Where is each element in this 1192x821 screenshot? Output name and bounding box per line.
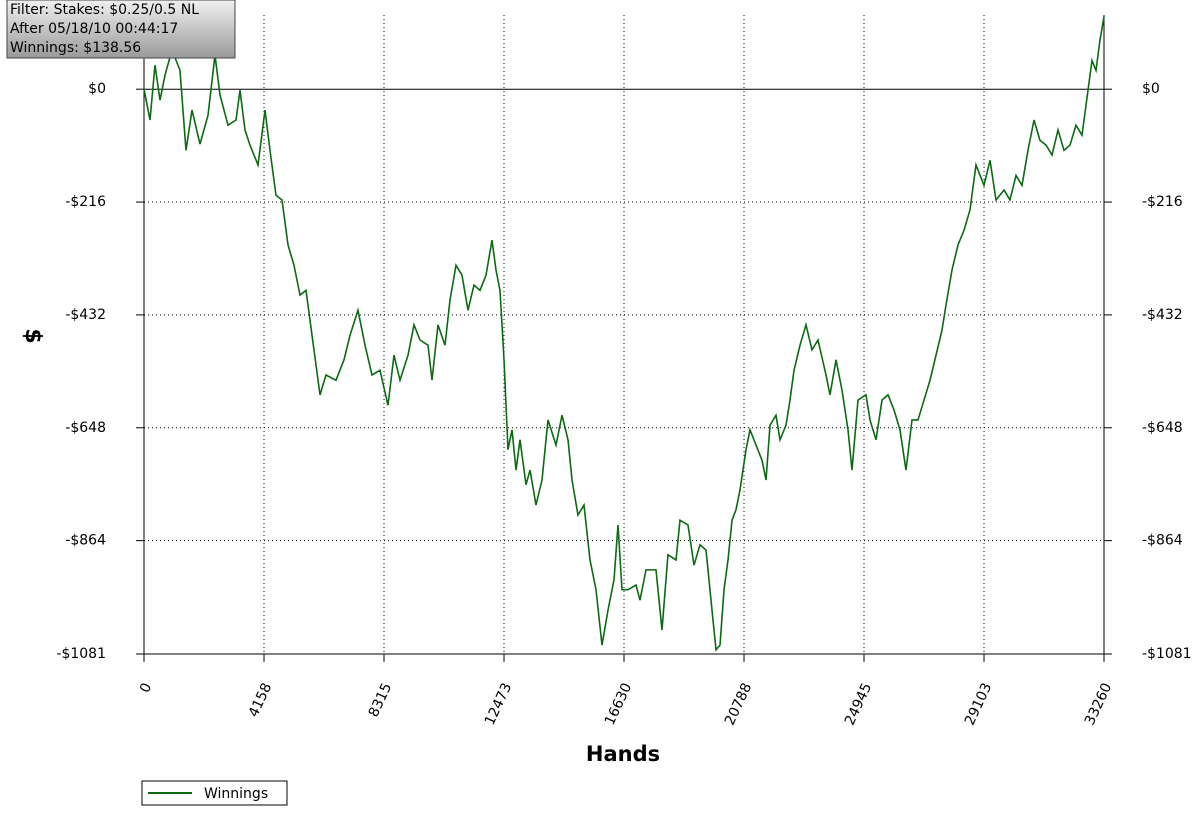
x-tick-label: 33260 <box>1082 681 1115 728</box>
x-tick-label: 16630 <box>602 681 635 728</box>
annotation: After 05/18/10 00:44:17 <box>10 21 178 37</box>
x-tick-label: 8315 <box>366 681 396 720</box>
legend-label: Winnings <box>204 786 268 802</box>
x-tick-label: 24945 <box>842 681 875 728</box>
x-tick-label: 20788 <box>722 681 755 728</box>
y-axis-label: $ <box>20 328 45 343</box>
y-tick-label: -$648 <box>65 420 106 436</box>
series-line <box>143 16 1105 652</box>
y2-tick-label: $0 <box>1142 81 1160 97</box>
y2-tick-label: -$432 <box>1142 307 1183 323</box>
y-tick-label: -$864 <box>65 533 106 549</box>
y2-tick-label: -$648 <box>1142 420 1183 436</box>
x-tick-label: 4158 <box>246 681 276 720</box>
y-tick-label: -$216 <box>65 194 106 210</box>
x-axis-label: Hands <box>586 742 660 766</box>
x-tick-label: 29103 <box>962 681 995 728</box>
y-tick-label: -$1081 <box>56 646 106 662</box>
y-tick-label: $0 <box>88 81 106 97</box>
y2-tick-label: -$1081 <box>1142 646 1192 662</box>
y2-tick-label: -$864 <box>1142 533 1183 549</box>
x-tick-label: 0 <box>137 681 155 696</box>
annotation: Winnings: $138.56 <box>10 40 141 56</box>
x-tick-label: 12473 <box>482 681 515 728</box>
annotation: Filter: Stakes: $0.25/0.5 NL <box>10 2 199 18</box>
y-tick-label: -$432 <box>65 307 106 323</box>
plot-area: $0 $0 -$216 -$216 -$432 -$432 -$648 -$648 -$864 -… <box>56 15 1192 728</box>
annotation-box <box>6 0 236 59</box>
y2-tick-label: -$216 <box>1142 194 1183 210</box>
